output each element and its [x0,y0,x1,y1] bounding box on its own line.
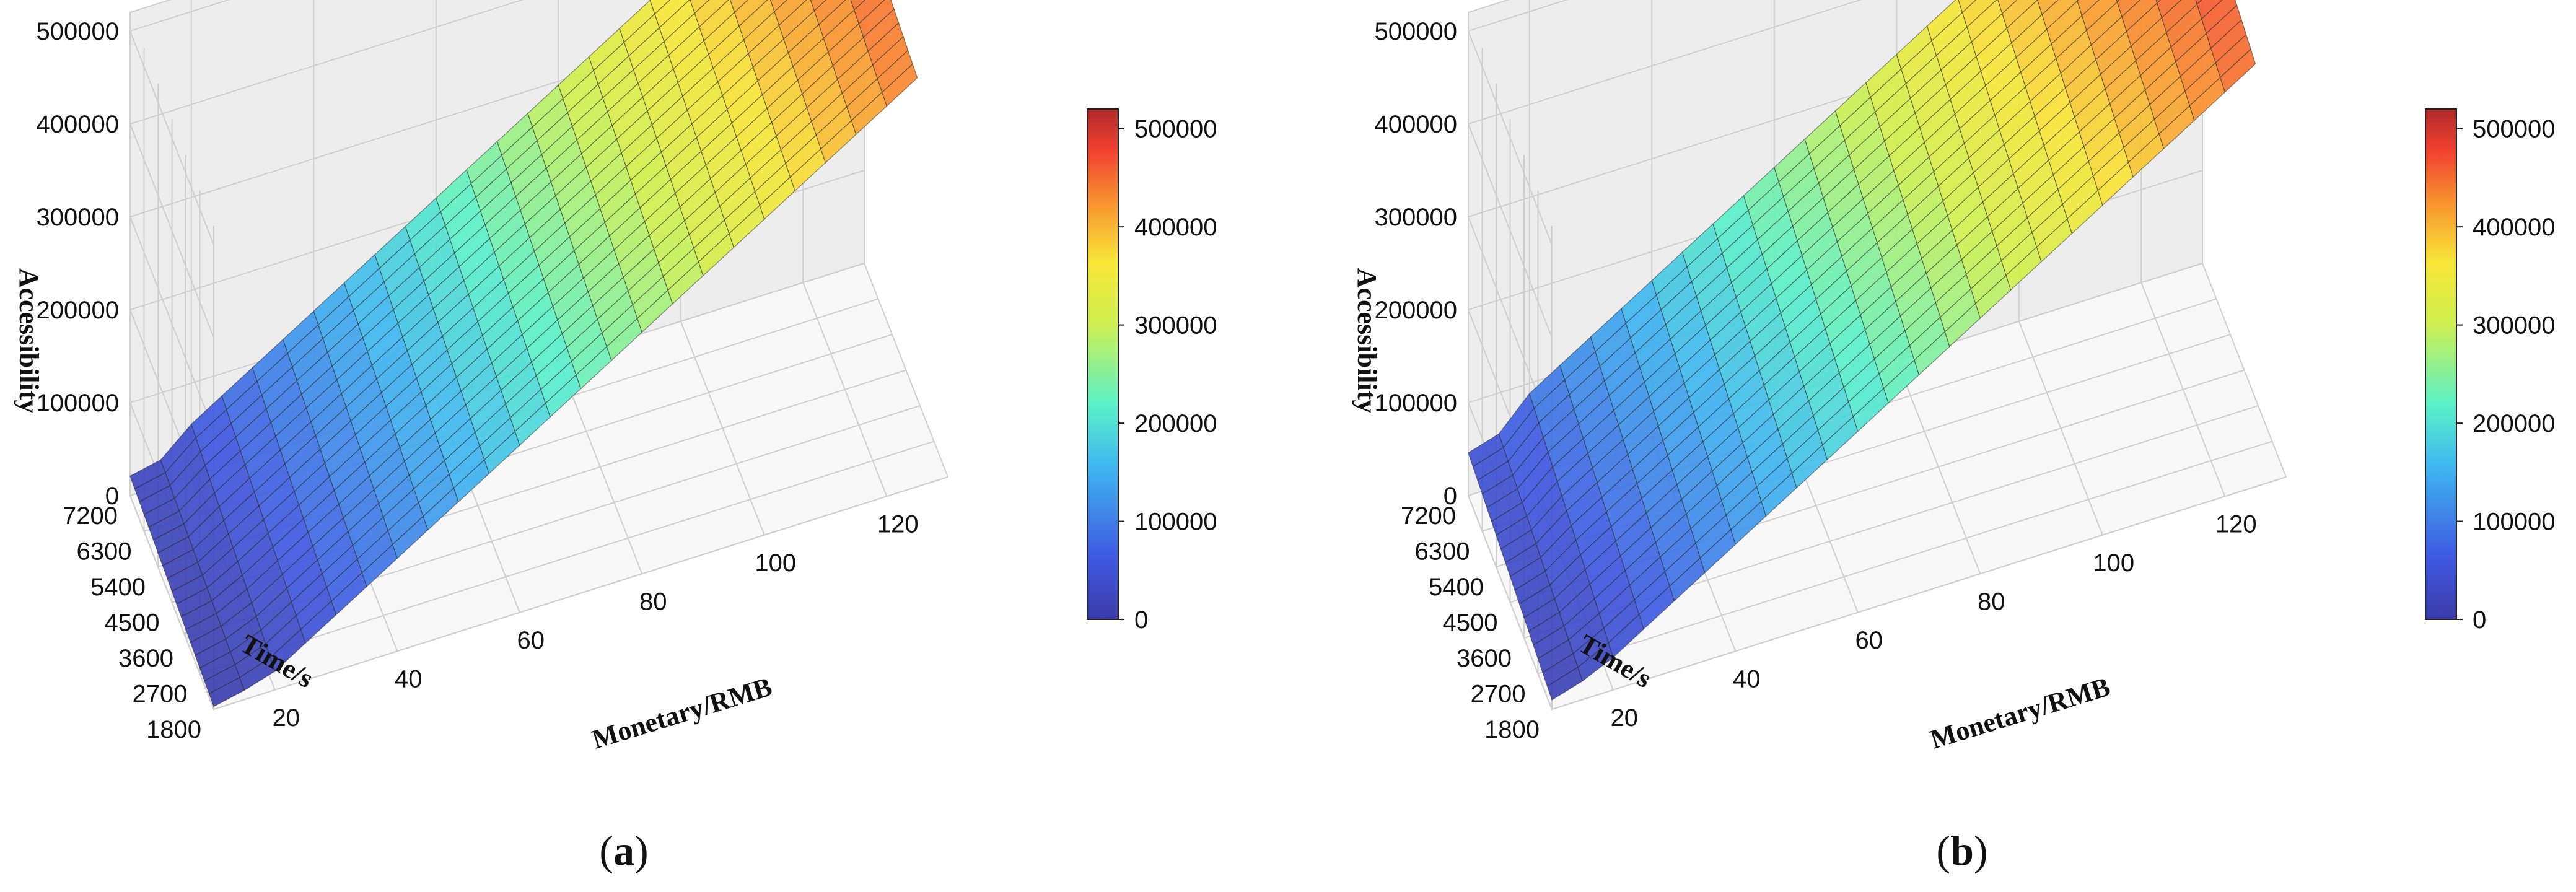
y-tick-label: 4500 [105,610,160,637]
surface-patch [810,0,827,12]
surface-patch [2116,0,2141,18]
y-tick-label: 6300 [1415,538,1470,566]
x-tick-label: 100 [755,549,796,577]
colorbar-tick-label: 300000 [1134,312,1217,339]
y-gridline [171,119,906,603]
y-tick-label: 4500 [1443,610,1498,637]
surface-patch [770,0,788,12]
surface-patch [2196,0,2223,20]
z-tick-label: 400000 [37,111,119,138]
y-tick-label: 3600 [118,645,173,672]
colorbar-tick-label: 500000 [1134,116,1217,143]
colorbar-tick-label: 200000 [2473,410,2555,437]
x-tick-label: 120 [2215,510,2257,538]
x-axis-label: Monetary/RMB [1927,671,2114,755]
tick-labels-b: 0 100000 200000 300000 400000 500000 20 40 60 80 1… [1375,18,2257,743]
y-gridline [1509,119,2245,603]
surface-patch [1997,0,2018,14]
z-tick-label: 200000 [1375,297,1457,324]
y-tick-label: 2700 [1471,681,1526,708]
y-gridline [199,190,934,675]
z-axis-label: Accessibility [14,268,44,414]
colorbar-tick-label: 500000 [2473,116,2555,143]
surface-patch [2157,0,2182,19]
x-tick-label: 20 [1611,704,1639,732]
surface-patch [2077,0,2100,17]
surface-patch [2220,48,2256,93]
y-gridline [1468,12,2203,497]
y-tick-label: 2700 [133,681,188,708]
colorbar-scale [1087,108,1119,620]
panel-b: 0 100000 200000 300000 400000 500000 20 40 60 80 1… [1352,0,2555,755]
colorbar-tick-label: 0 [1134,606,1148,634]
colorbar-tick-label: 200000 [1134,410,1217,437]
colorbar-b: 0 100000 200000 300000 400000 500000 [2425,108,2555,634]
y-gridline [185,155,921,639]
z-tick-label: 100000 [37,390,119,417]
y-gridline [1523,155,2259,639]
surface-patch [690,0,710,14]
x-tick-label: 80 [1978,588,2005,615]
colorbar-tick-label: 0 [2473,606,2486,634]
x-tick-label: 20 [273,704,300,732]
z-tick-label: 0 [105,483,119,510]
colorbar-tick-label: 400000 [2473,214,2555,241]
z-tick-label: 200000 [37,297,119,324]
x-tick-label: 40 [395,665,423,693]
colorbar-scale [2425,108,2457,620]
y-tick-label: 5400 [1429,574,1484,601]
colorbar-tick-label: 400000 [1134,214,1217,241]
y-gridline [213,226,948,711]
caption-b: (b) [1936,827,1987,874]
caption-a-letter: a [613,827,634,874]
z-tick-label: 400000 [1375,111,1457,138]
surface-patch [1958,0,1977,14]
y-tick-label: 7200 [63,502,118,530]
surface-a [129,0,918,707]
x-tick-label: 60 [1855,627,1883,654]
x-axis-label: Monetary/RMB [589,671,776,755]
z-tick-label: 100000 [1375,390,1457,417]
z-tick-label: 500000 [1375,18,1457,45]
y-tick-label: 6300 [77,538,132,566]
panel-a: 0 100000 200000 300000 400000 500000 20 40 60 80 1… [14,0,1217,755]
y-tick-label: 5400 [90,574,146,601]
surface-patch [2037,0,2059,15]
x-tick-label: 60 [517,627,545,654]
surface-b [1468,0,2256,701]
surface-patch [850,0,866,11]
y-tick-label: 7200 [1401,502,1456,530]
y-tick-label: 1800 [1484,716,1540,743]
y-gridline [1481,48,2217,532]
colorbar-tick-label: 100000 [1134,509,1217,536]
surface-patch [649,0,671,15]
surface-patch [882,63,918,107]
y-gridline [157,84,893,568]
z-tick-label: 0 [1444,483,1457,510]
z-tick-label: 500000 [37,18,119,45]
x-tick-label: 120 [877,510,919,538]
y-gridline [1537,190,2272,675]
z-tick-label: 300000 [37,204,119,231]
caption-a: (a) [599,827,648,874]
tick-labels-a: 0 100000 200000 300000 400000 500000 20 40 60 80 1… [37,18,919,743]
surface-patch [730,0,749,14]
y-tick-label: 1800 [146,716,201,743]
x-tick-label: 80 [639,588,667,615]
y-gridline [143,48,878,532]
x-tick-label: 40 [1733,665,1761,693]
y-tick-label: 3600 [1457,645,1512,672]
caption-b-letter: b [1950,827,1974,874]
x-tick-label: 100 [2093,549,2134,577]
y-gridline [1496,84,2231,568]
colorbar-tick-label: 100000 [2473,509,2555,536]
colorbar-tick-label: 300000 [2473,312,2555,339]
colorbar-a: 0 100000 200000 300000 400000 500000 [1087,108,1217,634]
z-tick-label: 300000 [1375,204,1457,231]
z-axis-label: Accessibility [1352,268,1382,414]
